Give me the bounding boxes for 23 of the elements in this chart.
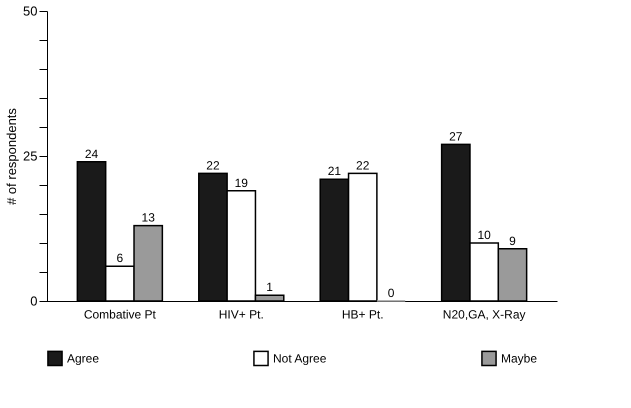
legend-label: Maybe [501, 351, 538, 366]
x-tick-label: HIV+ Pt. [218, 308, 264, 322]
y-tick-label: 25 [23, 148, 38, 164]
y-tick-label: 50 [23, 4, 38, 18]
data-label: 10 [477, 228, 492, 242]
x-tick-label: N20,GA, X-Ray [442, 308, 526, 322]
data-label: 22 [356, 158, 370, 172]
data-label: 6 [116, 251, 124, 266]
data-label: 24 [84, 146, 99, 161]
data-label: 22 [206, 158, 220, 172]
legend-label: Agree [67, 351, 100, 366]
data-label: 19 [234, 176, 248, 190]
x-tick-label: HB+ Pt. [342, 308, 384, 322]
y-tick-label: 0 [30, 294, 38, 308]
y-axis-title: # of respondents [4, 108, 20, 205]
x-tick-label: Combative Pt [84, 308, 157, 322]
data-label: 9 [509, 234, 516, 248]
data-label: 21 [328, 164, 342, 178]
data-label: 0 [388, 286, 395, 300]
legend-label: Not Agree [273, 351, 327, 366]
data-label: 1 [266, 280, 274, 294]
data-label: 27 [449, 129, 463, 144]
data-label: 13 [142, 210, 156, 225]
